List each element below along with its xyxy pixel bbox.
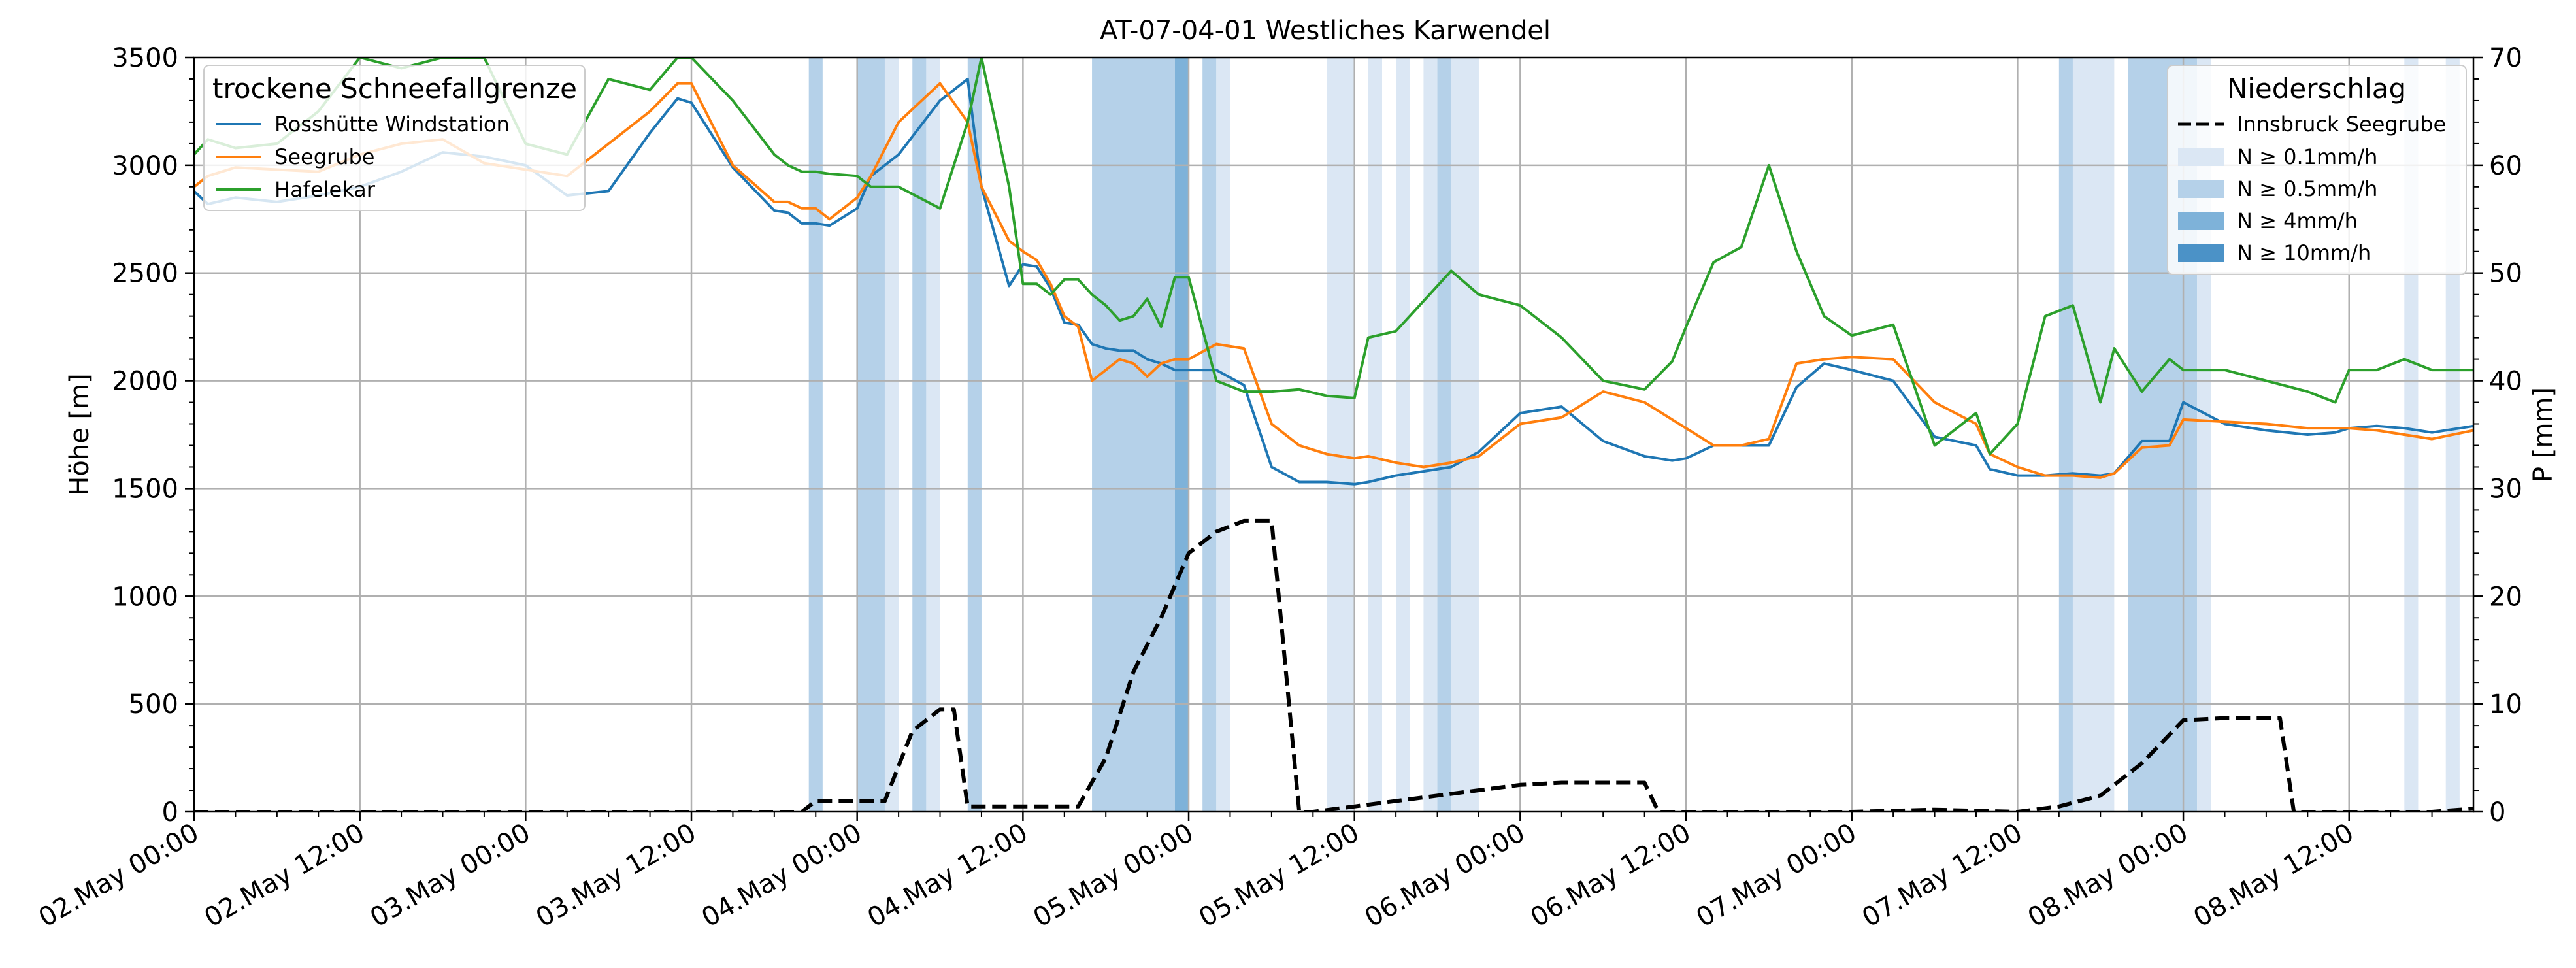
precip-band-2	[884, 58, 899, 812]
x-tick-label-0: 02.May 00:00	[33, 818, 204, 933]
legend-right-line-label-0: Innsbruck Seegrube	[2237, 112, 2446, 137]
x-tick-label-8: 06.May 00:00	[1360, 818, 1530, 933]
plot-frame	[193, 56, 2475, 813]
y-left-tick-label-7: 3500	[112, 43, 178, 73]
series-line-3	[194, 518, 2473, 812]
precip-band-17	[2072, 58, 2115, 812]
x-tick-label-6: 05.May 00:00	[1028, 818, 1198, 933]
y-left-tick-label-4: 2000	[112, 367, 178, 397]
precip-band-3	[912, 58, 927, 812]
precip-band-6	[1092, 58, 1175, 812]
precip-band-7	[1174, 58, 1189, 812]
legend-right: Niederschlag Innsbruck Seegrube N ≥ 0.1mm…	[2167, 65, 2467, 275]
legend-right-label-0: N ≥ 0.1mm/h	[2237, 144, 2377, 169]
y-right-tick-label-5: 50	[2489, 259, 2522, 289]
x-tick-label-9: 06.May 12:00	[1526, 818, 1696, 933]
y-left-tick-label-2: 1000	[112, 582, 178, 612]
x-tick-label-5: 04.May 12:00	[863, 818, 1033, 933]
y-left-tick-label-1: 500	[129, 690, 178, 720]
y-right-tick-label-2: 20	[2489, 582, 2522, 612]
precip-band-12	[1396, 58, 1410, 812]
precip-band-16	[2058, 58, 2073, 812]
x-tick-label-13: 08.May 12:00	[2188, 818, 2359, 933]
precip-band-13	[1423, 58, 1438, 812]
precip-band-15	[1451, 58, 1479, 812]
x-tick-label-1: 02.May 12:00	[199, 818, 370, 933]
series-line-1	[194, 82, 2473, 479]
series-lines	[194, 58, 2473, 812]
y-right-tick-label-6: 60	[2489, 151, 2522, 181]
y-axis-right: 0 10 20 30 40 50 60 70	[2473, 43, 2522, 827]
precip-band-5	[967, 58, 982, 812]
x-tick-label-2: 03.May 00:00	[365, 818, 536, 933]
legend-right-swatch-2	[2178, 212, 2224, 230]
legend-right-swatch-1	[2178, 180, 2224, 198]
legend-right-label-3: N ≥ 10mm/h	[2237, 241, 2371, 265]
precip-band-9	[1216, 58, 1230, 812]
x-tick-label-10: 07.May 00:00	[1691, 818, 1862, 933]
y-axis-left-title: Höhe [m]	[65, 373, 95, 495]
precip-band-4	[926, 58, 940, 812]
precip-band-14	[1437, 58, 1451, 812]
precip-band-0	[808, 58, 823, 812]
x-tick-label-12: 08.May 00:00	[2023, 818, 2194, 933]
y-right-tick-label-7: 70	[2489, 43, 2522, 73]
x-tick-label-11: 07.May 12:00	[1857, 818, 2028, 933]
series-line-2	[194, 58, 2473, 456]
x-tick-label-4: 04.May 00:00	[697, 818, 867, 933]
legend-left-label-0: Rosshütte Windstation	[274, 112, 510, 137]
chart-title: AT-07-04-01 Westliches Karwendel	[1100, 16, 1551, 46]
y-left-tick-label-3: 1500	[112, 474, 178, 504]
precip-band-1	[857, 58, 885, 812]
y-right-tick-label-0: 0	[2489, 797, 2505, 827]
x-tick-label-7: 05.May 12:00	[1194, 818, 1364, 933]
y-axis-left: 0 500 1000 1500 2000 2500 3000 3500	[112, 43, 194, 827]
series-line-0	[194, 78, 2473, 486]
legend-right-title: Niederschlag	[2227, 73, 2406, 105]
legend-right-label-1: N ≥ 0.5mm/h	[2237, 176, 2377, 201]
legend-left-label-1: Seegrube	[274, 144, 374, 169]
y-left-tick-label-0: 0	[162, 797, 178, 827]
legend-left: trockene Schneefallgrenze Rosshütte Wind…	[203, 65, 586, 211]
y-left-tick-label-6: 3000	[112, 151, 178, 181]
grid-lines	[194, 58, 2473, 812]
y-axis-right-title: P [mm]	[2528, 387, 2558, 482]
y-right-tick-label-1: 10	[2489, 690, 2522, 720]
y-left-tick-label-5: 2500	[112, 259, 178, 289]
legend-right-frame	[2167, 65, 2467, 275]
legend-right-swatch-0	[2178, 148, 2224, 166]
y-right-tick-label-4: 40	[2489, 367, 2522, 397]
x-tick-label-3: 03.May 12:00	[531, 818, 701, 933]
precip-band-10	[1327, 58, 1355, 812]
legend-right-label-2: N ≥ 4mm/h	[2237, 209, 2358, 233]
legend-left-title: trockene Schneefallgrenze	[212, 73, 577, 105]
precip-band-8	[1202, 58, 1217, 812]
legend-left-frame	[203, 65, 586, 211]
precip-band-11	[1368, 58, 1382, 812]
legend-left-label-2: Hafelekar	[274, 177, 376, 202]
y-right-tick-label-3: 30	[2489, 474, 2522, 504]
legend-right-swatch-3	[2178, 244, 2224, 262]
